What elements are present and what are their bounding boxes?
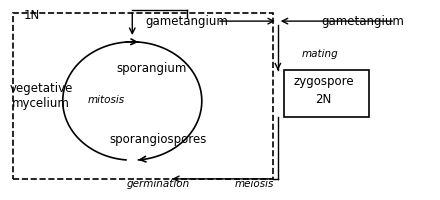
- Text: sporangium: sporangium: [117, 62, 187, 75]
- Text: zygospore: zygospore: [293, 75, 354, 88]
- Text: mitosis: mitosis: [88, 95, 125, 105]
- Text: vegetative: vegetative: [9, 82, 73, 95]
- Bar: [284, 70, 369, 117]
- Text: 2N: 2N: [315, 93, 332, 106]
- Text: 1N: 1N: [24, 9, 40, 22]
- Text: germination: germination: [127, 179, 190, 189]
- Text: mycelium: mycelium: [12, 97, 70, 110]
- Bar: [13, 13, 274, 179]
- Text: mating: mating: [302, 49, 338, 59]
- Text: meiosis: meiosis: [234, 179, 274, 189]
- Text: sporangiospores: sporangiospores: [110, 133, 207, 146]
- Text: gametangium: gametangium: [321, 15, 404, 28]
- Text: gametangium: gametangium: [145, 15, 228, 28]
